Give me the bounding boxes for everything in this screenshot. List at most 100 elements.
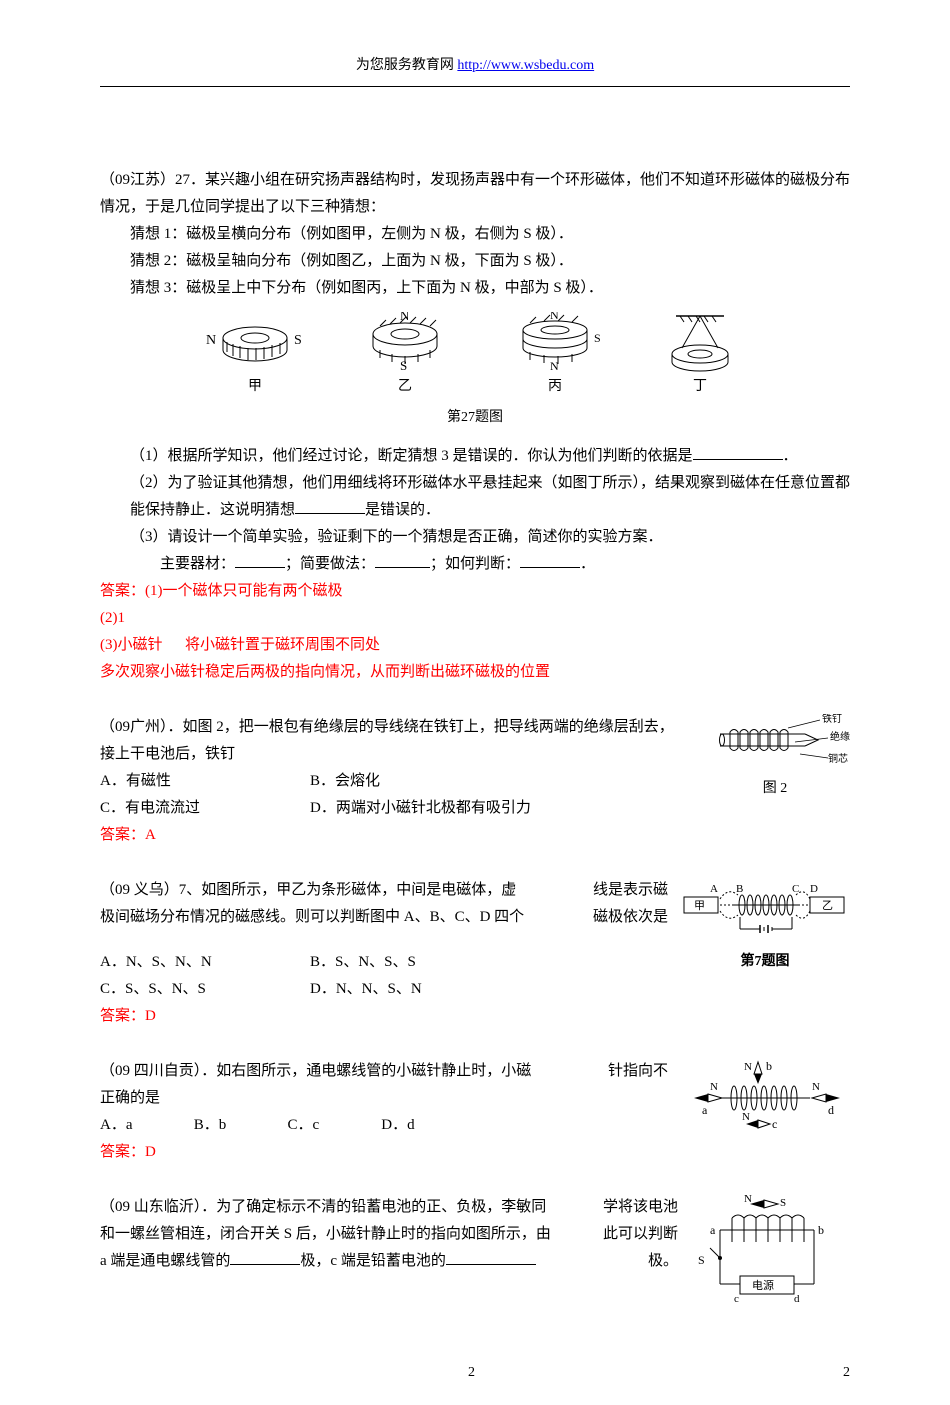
q5-stem-c-pre: a 端是通电螺线管的 xyxy=(100,1253,230,1269)
q3-options-row2: C．S、S、N、S D．N、N、S、N xyxy=(100,976,668,1003)
q1-answer-2: (2)1 xyxy=(100,605,850,632)
q1-ans3a-text: (3)小磁针 xyxy=(100,637,163,653)
blank-input[interactable] xyxy=(235,553,285,568)
ring-magnet-jia-icon: N S xyxy=(200,312,310,372)
q4-opt-d: D．d xyxy=(381,1112,471,1139)
svg-text:S: S xyxy=(780,1197,786,1209)
q3-opt-a: A．N、S、N、N xyxy=(100,949,310,976)
q5-figure: N S a b S xyxy=(690,1194,850,1304)
question-5: N S a b S xyxy=(100,1194,850,1312)
svg-text:N: N xyxy=(710,1081,718,1093)
q1-guess3: 猜想 3：磁极呈上中下分布（例如图丙，上下面为 N 极，中部为 S 极）． xyxy=(100,275,850,302)
page-number-center: 2 xyxy=(468,1360,475,1385)
q2-opt-a: A．有磁性 xyxy=(100,768,310,795)
svg-text:乙: 乙 xyxy=(822,899,833,912)
q1-sub3-post: ． xyxy=(580,556,595,572)
svg-text:N: N xyxy=(812,1081,820,1093)
svg-text:a: a xyxy=(710,1223,716,1237)
q3-stem-a-tail: 线是表示磁 xyxy=(593,877,668,904)
q2-opt-b: B．会熔化 xyxy=(310,768,520,795)
svg-text:D: D xyxy=(810,883,818,895)
q2-options-row2: C．有电流流过 D．两端对小磁针北极都有吸引力 xyxy=(100,795,688,822)
q1-ans1-text: (1)一个磁体只可能有两个磁极 xyxy=(145,583,343,599)
question-3: 甲 A 乙 D B C xyxy=(100,877,850,1030)
q1-fig-jia-label: 甲 xyxy=(200,374,310,399)
q5-stem-b-tail: 此可以判断 xyxy=(603,1221,678,1248)
q1-sub3b: ；简要做法： xyxy=(285,556,375,572)
svg-text:C: C xyxy=(792,883,799,895)
q4-stem-a-tail: 针指向不 xyxy=(608,1058,668,1085)
q4-answer: 答案：D xyxy=(100,1139,850,1166)
q4-opt-a: A．a xyxy=(100,1112,190,1139)
header-link[interactable]: http://www.wsbedu.com xyxy=(457,58,594,73)
page-header: 为您服务教育网 http://www.wsbedu.com xyxy=(100,45,850,87)
q1-ans3b-text: 将小磁针置于磁环周围不同处 xyxy=(185,637,380,653)
blank-input[interactable] xyxy=(446,1250,536,1265)
q1-guess2: 猜想 2：磁极呈轴向分布（例如图乙，上面为 N 极，下面为 S 极）． xyxy=(100,248,850,275)
q1-fig-ding: 丁 xyxy=(650,312,750,399)
blank-input[interactable] xyxy=(520,553,580,568)
q1-fig-yi: N S 乙 xyxy=(350,312,460,399)
question-2: 铁钉 绝缘层 铜芯 图 2 （09广州）．如图 2，把一根包有绝缘层的导线绕在铁… xyxy=(100,714,850,849)
solenoid-compasses-icon: a N b N c N d N xyxy=(680,1058,850,1138)
question-1: （09江苏）27．某兴趣小组在研究扬声器结构时，发现扬声器中有一个环形磁体，他们… xyxy=(100,167,850,685)
q3-fig-caption: 第7题图 xyxy=(680,949,850,974)
svg-text:N: N xyxy=(206,333,216,348)
q1-sub2-post: 是错误的． xyxy=(365,502,440,518)
q2-fig-caption: 图 2 xyxy=(700,776,850,801)
q1-sub3c: ；如何判断： xyxy=(430,556,520,572)
q3-opt-b: B．S、N、S、S xyxy=(310,949,520,976)
q3-ans-text: D xyxy=(145,1008,156,1024)
svg-text:S: S xyxy=(594,331,601,345)
svg-text:N: N xyxy=(400,312,410,323)
q3-opt-c: C．S、S、N、S xyxy=(100,976,310,1003)
blank-input[interactable] xyxy=(295,499,365,514)
svg-text:电源: 电源 xyxy=(752,1278,774,1292)
q1-fig-yi-label: 乙 xyxy=(350,374,460,399)
svg-text:b: b xyxy=(766,1059,772,1073)
q1-figure-caption: 第27题图 xyxy=(100,405,850,430)
q2-opt-d: D．两端对小磁针北极都有吸引力 xyxy=(310,795,531,822)
svg-text:c: c xyxy=(734,1293,739,1304)
q3-figure: 甲 A 乙 D B C xyxy=(680,877,850,974)
svg-text:a: a xyxy=(702,1103,708,1117)
q3-options-row1: A．N、S、N、N B．S、N、S、S xyxy=(100,949,668,976)
svg-text:S: S xyxy=(294,333,302,348)
q5-stem-c-post: 极。 xyxy=(648,1248,678,1275)
q1-sub3-line2: 主要器材：；简要做法：；如何判断：． xyxy=(100,551,850,578)
q3-stem-b-tail: 磁极依次是 xyxy=(593,904,668,931)
page-footer: 2 2 xyxy=(0,1360,950,1405)
blank-input[interactable] xyxy=(230,1250,300,1265)
blank-input[interactable] xyxy=(693,445,783,460)
header-prefix: 为您服务教育网 xyxy=(356,58,458,73)
ans-label: 答案： xyxy=(100,827,145,843)
q1-answer-1: 答案：(1)一个磁体只可能有两个磁极 xyxy=(100,578,850,605)
q1-stem: （09江苏）27．某兴趣小组在研究扬声器结构时，发现扬声器中有一个环形磁体，他们… xyxy=(100,167,850,221)
ring-magnet-bing-icon: N S N xyxy=(500,312,610,372)
svg-text:c: c xyxy=(772,1117,777,1131)
svg-text:N: N xyxy=(744,1061,752,1073)
svg-text:N: N xyxy=(550,359,559,372)
q1-fig-ding-label: 丁 xyxy=(650,374,750,399)
bar-magnets-electromagnet-icon: 甲 A 乙 D B C xyxy=(680,877,850,947)
svg-text:铁钉: 铁钉 xyxy=(822,714,842,725)
q2-opt-c: C．有电流流过 xyxy=(100,795,310,822)
q5-stem-a: （09 山东临沂）．为了确定标示不清的铅蓄电池的正、负极，李敏同 xyxy=(100,1199,546,1215)
q5-stem-b: 和一螺丝管相连，闭合开关 S 后，小磁针静止时的指向如图所示，由 xyxy=(100,1226,551,1242)
svg-text:d: d xyxy=(828,1103,834,1117)
q1-fig-bing-label: 丙 xyxy=(500,374,610,399)
q2-answer: 答案：A xyxy=(100,822,850,849)
q2-ans-text: A xyxy=(145,827,156,843)
q3-stem-a: （09 义乌）7、如图所示，甲乙为条形磁体，中间是电磁体，虚 xyxy=(100,882,516,898)
page-number-right: 2 xyxy=(843,1360,850,1385)
q2-options-row1: A．有磁性 B．会熔化 xyxy=(100,768,688,795)
q1-guess1: 猜想 1：磁极呈横向分布（例如图甲，左侧为 N 极，右侧为 S 极）． xyxy=(100,221,850,248)
blank-input[interactable] xyxy=(375,553,430,568)
ans-label: 答案： xyxy=(100,1008,145,1024)
q1-fig-bing: N S N 丙 xyxy=(500,312,610,399)
q1-sub1: （1）根据所学知识，他们经过讨论，断定猜想 3 是错误的．你认为他们判断的依据是… xyxy=(100,443,850,470)
svg-text:铜芯: 铜芯 xyxy=(828,752,848,765)
q4-figure: a N b N c N d N xyxy=(680,1058,850,1138)
svg-text:S: S xyxy=(400,358,407,372)
q4-opt-c: C．c xyxy=(288,1112,378,1139)
